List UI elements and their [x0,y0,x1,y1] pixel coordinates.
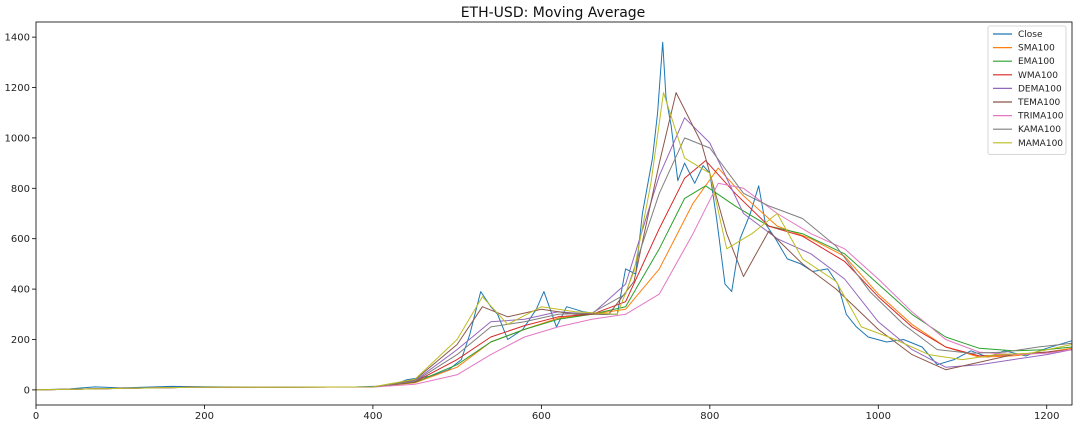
y-tick-label: 600 [11,234,30,245]
plot-area [36,22,1072,405]
series-layer [35,41,1073,391]
legend-box [987,25,1067,155]
axes-frame [35,21,1073,406]
series-line-close [35,41,1073,391]
legend-label: TRIMA100 [1017,112,1064,122]
x-tick-label: 1200 [1034,411,1059,422]
y-tick-label: 400 [11,285,30,296]
legend-label: WMA100 [1018,71,1058,81]
series-line-trima100 [35,182,1073,391]
legend-label: KAMA100 [1018,125,1061,135]
x-tick-label: 200 [195,411,214,422]
legend-label: EMA100 [1018,57,1055,67]
legend-label: TEMA100 [1017,98,1061,108]
y-tick-label: 0 [24,385,30,396]
legend-label: SMA100 [1018,44,1055,54]
chart-title: ETH-USD: Moving Average [461,5,646,21]
y-tick-label: 1200 [5,83,30,94]
y-tick-label: 1000 [5,133,30,144]
x-tick-label: 800 [700,411,719,422]
legend: Close SMA100 EMA100 WMA100 DEMA100 TEMA100 TRI… [987,25,1067,155]
series-line-mama100 [35,92,1073,391]
x-tick-label: 400 [363,411,382,422]
plot-background [36,22,1072,405]
legend-label: MAMA100 [1018,139,1063,149]
legend-label: Close [1018,30,1043,40]
y-tick-label: 200 [11,335,30,346]
legend-label: DEMA100 [1018,84,1062,94]
y-tick-label: 1400 [5,33,30,44]
x-tick-label: 600 [532,411,551,422]
x-tick-label: 0 [33,411,39,422]
y-tick-label: 800 [11,184,30,195]
axes-layer: 0 200 400 600 800 1000 1200 0 200 400 600 800 1000 12… [5,21,1073,422]
x-tick-label: 1000 [866,411,891,422]
